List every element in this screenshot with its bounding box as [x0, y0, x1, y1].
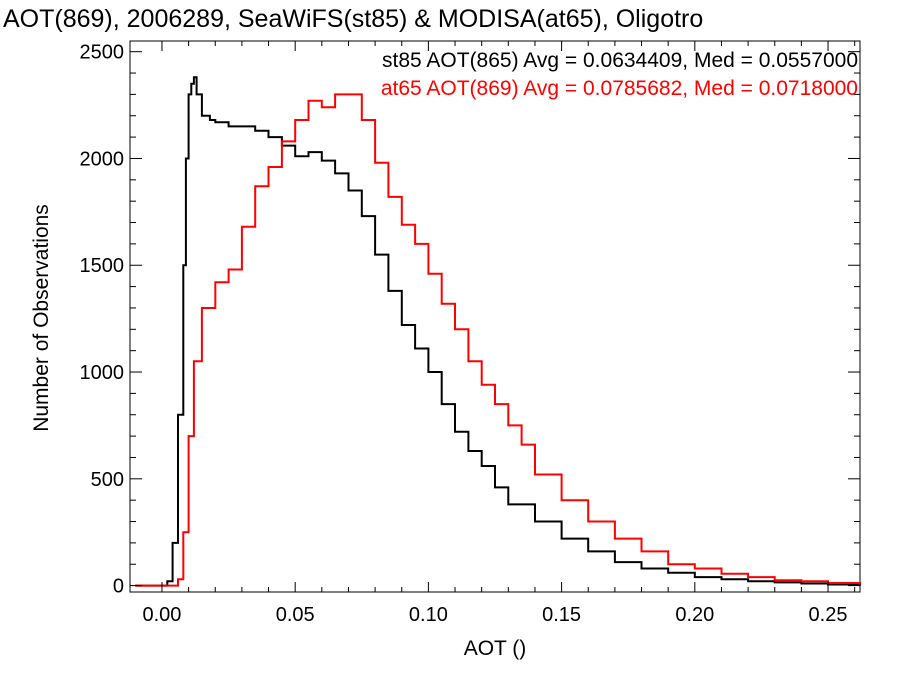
y-axis-label: Number of Observations — [30, 204, 53, 432]
chart-title: AOT(869), 2006289, SeaWiFS(st85) & MODIS… — [3, 5, 703, 33]
plot-frame — [129, 40, 861, 593]
x-tick-label: 0.00 — [143, 604, 182, 626]
y-tick-label: 2000 — [80, 148, 125, 170]
series-layer — [135, 76, 861, 587]
y-tick-label: 1500 — [80, 255, 125, 277]
y-tick-label: 2500 — [80, 42, 125, 64]
x-tick-label: 0.05 — [276, 604, 315, 626]
x-tick-label: 0.25 — [809, 604, 848, 626]
y-tick-label: 1000 — [80, 362, 125, 384]
legend-entry-st85: st85 AOT(865) Avg = 0.0634409, Med = 0.0… — [382, 49, 858, 72]
x-tick-label: 0.10 — [409, 604, 448, 626]
legend-entry-at65: at65 AOT(869) Avg = 0.0785682, Med = 0.0… — [381, 77, 858, 100]
x-axis-label: AOT () — [464, 637, 527, 660]
plot-border — [129, 40, 861, 593]
x-tick-label: 0.15 — [542, 604, 581, 626]
series-st85-line — [135, 76, 861, 587]
y-tick-label: 500 — [91, 469, 124, 491]
series-at65-line — [135, 93, 861, 587]
legend: st85 AOT(865) Avg = 0.0634409, Med = 0.0… — [381, 49, 858, 100]
x-tick-label: 0.20 — [675, 604, 714, 626]
y-tick-label: 0 — [113, 576, 124, 598]
axes-layer: 0.00 0.05 0.10 0.15 0.20 0.25 0 500 1000 1500 2000… — [80, 41, 860, 626]
